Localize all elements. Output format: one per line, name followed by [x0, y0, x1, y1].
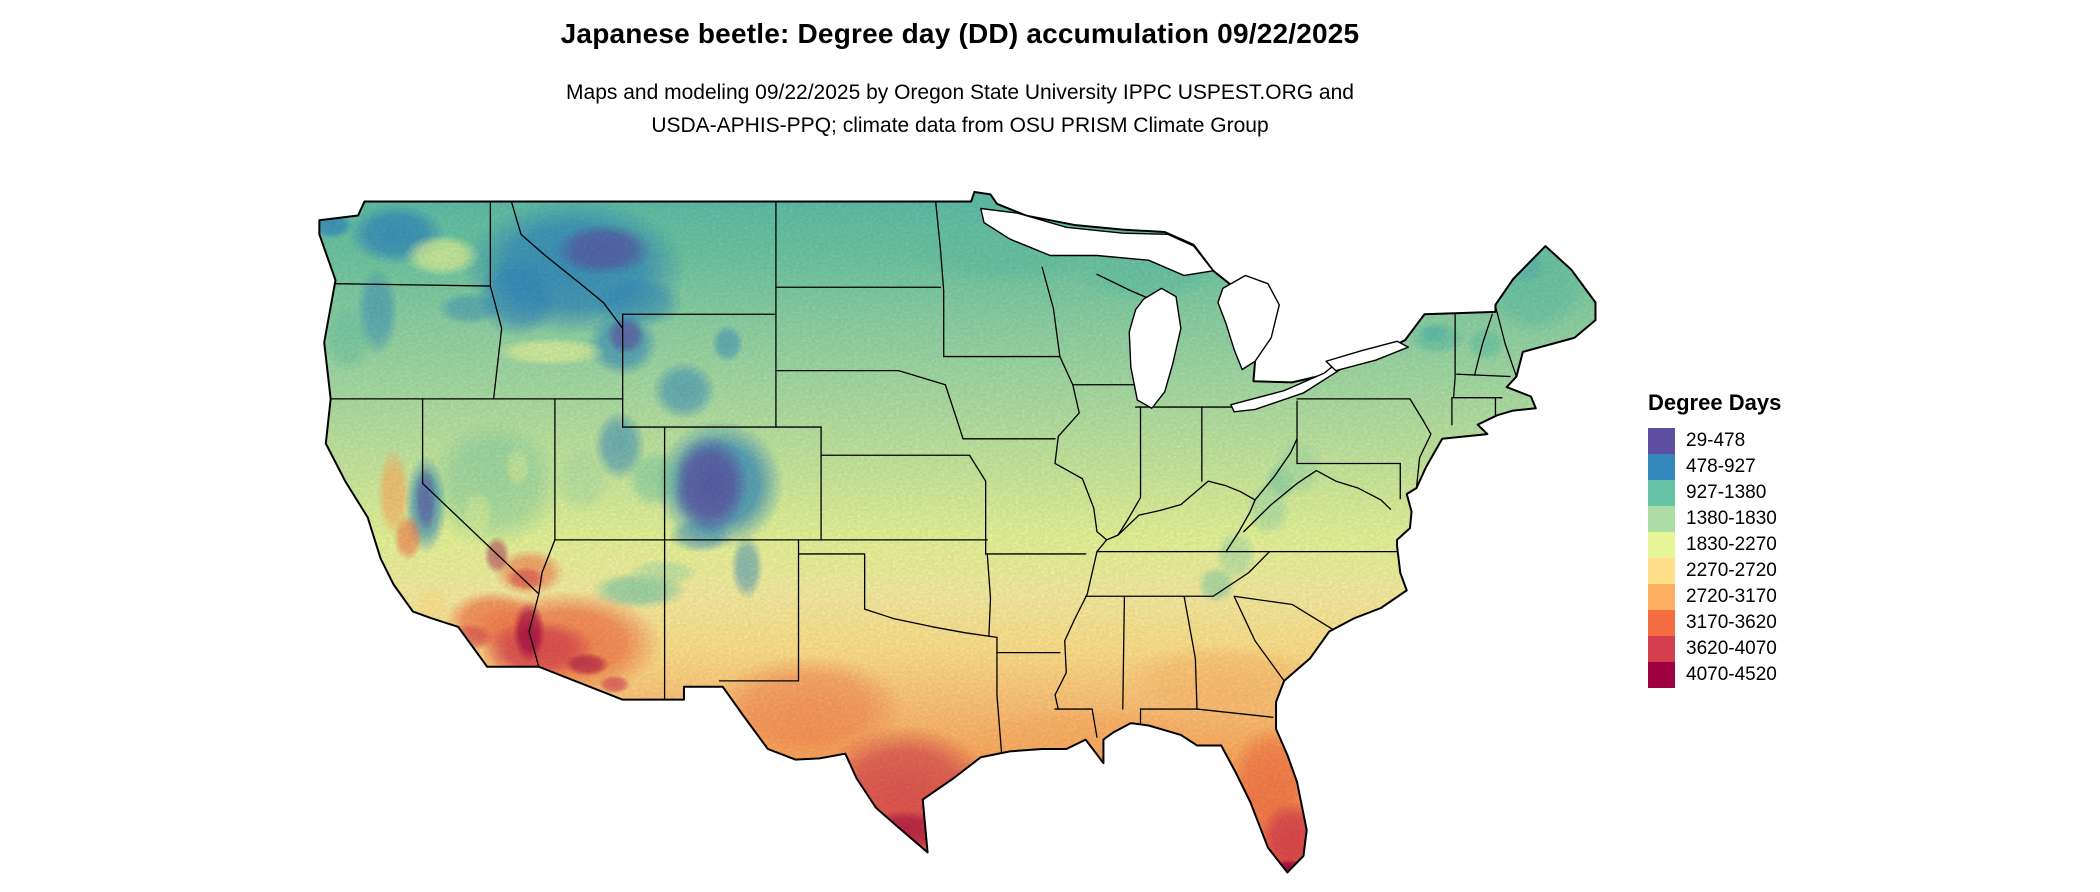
- legend-item: 2720-3170: [1648, 584, 1781, 610]
- legend-item-label: 29-478: [1686, 430, 1746, 451]
- legend-item-label: 927-1380: [1686, 482, 1767, 503]
- legend-items: 29-478 478-927 927-1380 1380-1830 1830-2…: [1648, 428, 1781, 688]
- legend-swatch: [1648, 610, 1675, 636]
- figure-header: Japanese beetle: Degree day (DD) accumul…: [0, 18, 1920, 142]
- legend-item: 1380-1830: [1648, 506, 1781, 532]
- subtitle-line-2: USDA-APHIS-PPQ; climate data from OSU PR…: [651, 114, 1269, 137]
- legend-item-label: 3620-4070: [1686, 638, 1777, 659]
- lake-huron: [1218, 275, 1279, 369]
- country-outline: [319, 192, 1595, 872]
- degree-day-raster: [319, 192, 1596, 873]
- us-degree-day-map: [300, 185, 1610, 890]
- legend-item-label: 2720-3170: [1686, 586, 1777, 607]
- legend-swatch: [1648, 662, 1675, 688]
- great-lakes: [981, 209, 1409, 412]
- legend-item: 4070-4520: [1648, 662, 1781, 688]
- legend-swatch: [1648, 506, 1675, 532]
- legend-swatch: [1648, 428, 1675, 454]
- us-map-svg: [300, 185, 1610, 890]
- lake-michigan: [1129, 288, 1181, 408]
- legend-swatch: [1648, 558, 1675, 584]
- legend-item: 29-478: [1648, 428, 1781, 454]
- legend-swatch: [1648, 636, 1675, 662]
- legend: Degree Days 29-478 478-927 927-1380 1380…: [1648, 390, 1781, 688]
- legend-item-label: 1830-2270: [1686, 534, 1777, 555]
- legend-item: 478-927: [1648, 454, 1781, 480]
- legend-title: Degree Days: [1648, 390, 1782, 415]
- legend-item-label: 1380-1830: [1686, 508, 1777, 529]
- lake-superior: [981, 209, 1213, 276]
- page-title: Japanese beetle: Degree day (DD) accumul…: [560, 18, 1360, 49]
- legend-swatch: [1648, 454, 1675, 480]
- legend-swatch: [1648, 584, 1675, 610]
- lake-ontario: [1326, 341, 1408, 370]
- legend-item: 2270-2720: [1648, 558, 1781, 584]
- legend-item: 1830-2270: [1648, 532, 1781, 558]
- legend-swatch: [1648, 532, 1675, 558]
- legend-item: 3170-3620: [1648, 610, 1781, 636]
- legend-item: 927-1380: [1648, 480, 1781, 506]
- legend-item-label: 4070-4520: [1686, 664, 1777, 685]
- legend-swatch: [1648, 480, 1675, 506]
- legend-item-label: 3170-3620: [1686, 612, 1777, 633]
- legend-item: 3620-4070: [1648, 636, 1781, 662]
- legend-item-label: 478-927: [1686, 456, 1756, 477]
- legend-item-label: 2270-2720: [1686, 560, 1777, 581]
- subtitle-line-1: Maps and modeling 09/22/2025 by Oregon S…: [566, 81, 1354, 104]
- state-borders: [331, 201, 1517, 756]
